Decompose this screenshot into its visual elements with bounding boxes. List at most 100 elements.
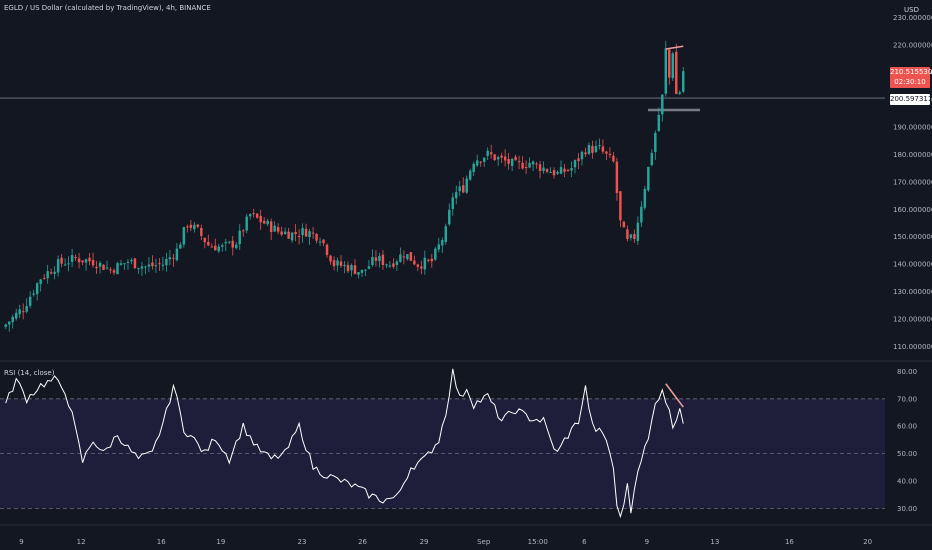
candle-body: [374, 257, 378, 261]
last-price-tag: 210.515530 02:30:10: [890, 67, 932, 88]
candle-body: [98, 262, 102, 267]
candle-body: [416, 264, 420, 267]
candle-body: [615, 161, 619, 193]
candle-body: [640, 206, 643, 223]
candle-body: [91, 260, 95, 266]
candle-body: [566, 170, 570, 172]
candle-body: [594, 146, 598, 152]
candle-body: [626, 229, 629, 239]
candle-body: [290, 232, 294, 241]
candle-body: [336, 260, 339, 266]
candle-body: [545, 169, 549, 172]
candle-body: [304, 228, 308, 237]
candle-body: [392, 263, 395, 267]
candle-body: [11, 316, 14, 323]
candle-body: [549, 172, 552, 174]
candle-body: [245, 216, 248, 231]
candle-body: [221, 245, 224, 247]
candle-body: [465, 178, 468, 193]
candle-body: [63, 264, 67, 266]
candle-body: [346, 264, 350, 272]
x-tick-label: 12: [77, 538, 86, 546]
candle-body: [126, 261, 130, 263]
candle-body: [4, 324, 7, 327]
candle-body: [486, 150, 489, 156]
candle-body: [224, 242, 227, 244]
candle-body: [517, 161, 521, 163]
rsi-line: [5, 368, 684, 519]
candle-body: [200, 227, 203, 236]
candle-body: [451, 197, 454, 209]
rsi-tick-label: 70.00: [897, 395, 917, 403]
candle-body: [364, 269, 367, 271]
price-tick-label: 190.000000: [893, 124, 932, 132]
candle-body: [25, 306, 28, 312]
level-price-tag: 200.597311: [890, 94, 932, 105]
candle-body: [172, 257, 175, 259]
candle-body: [441, 239, 444, 246]
candle-body: [112, 270, 116, 273]
candle-body: [248, 214, 252, 217]
candle-body: [60, 257, 63, 264]
candle-body: [67, 263, 70, 265]
candle-body: [563, 168, 566, 172]
candle-body: [448, 209, 451, 225]
candle-body: [266, 220, 269, 225]
candle-body: [262, 220, 266, 224]
candle-body: [430, 258, 434, 262]
candle-body: [165, 258, 168, 266]
candle-body: [18, 309, 21, 315]
candle-body: [402, 256, 406, 258]
price-tick-label: 110.000000: [893, 343, 932, 351]
candle-body: [294, 231, 297, 235]
candle-body: [15, 312, 18, 319]
price-tick-label: 160.000000: [893, 206, 932, 214]
candle-body: [88, 257, 91, 262]
candle-body: [367, 266, 371, 269]
candle-body: [650, 152, 654, 165]
candle-body: [510, 158, 514, 166]
candle-body: [311, 232, 315, 234]
x-tick-label: 23: [298, 538, 307, 546]
candle-body: [423, 257, 427, 270]
candle-body: [140, 266, 144, 269]
candle-body: [482, 157, 486, 162]
candle-body: [444, 226, 447, 243]
rsi-tick-label: 60.00: [897, 423, 917, 431]
candle-body: [542, 167, 545, 171]
x-tick-label: 20: [863, 538, 872, 546]
candle-body: [577, 158, 580, 162]
candle-body: [39, 279, 42, 284]
candle-body: [186, 226, 189, 228]
candle-body: [235, 244, 238, 249]
candle-body: [207, 241, 210, 246]
candle-body: [269, 221, 273, 233]
candle-body: [605, 151, 608, 154]
candle-body: [329, 255, 332, 262]
candle-body: [507, 158, 510, 164]
candle-body: [531, 161, 535, 165]
candle-body: [570, 168, 573, 171]
candle-body: [210, 246, 214, 248]
candle-body: [81, 260, 84, 263]
candle-body: [378, 255, 381, 262]
candle-body: [458, 186, 461, 192]
candle-body: [654, 132, 657, 152]
candle-body: [584, 152, 587, 155]
x-tick-label: 9: [645, 538, 649, 546]
rsi-tick-label: 80.00: [897, 368, 917, 376]
candle-body: [308, 231, 311, 238]
candle-body: [109, 269, 112, 271]
x-tick-label: 6: [582, 538, 587, 546]
candle-body: [70, 255, 74, 262]
candle-body: [297, 236, 301, 238]
candle-body: [469, 170, 472, 180]
candle-body: [193, 224, 196, 230]
candle-body: [259, 215, 262, 223]
candle-body: [154, 265, 158, 267]
candle-body: [479, 161, 482, 163]
candle-body: [325, 244, 329, 255]
candle-body: [42, 277, 46, 279]
